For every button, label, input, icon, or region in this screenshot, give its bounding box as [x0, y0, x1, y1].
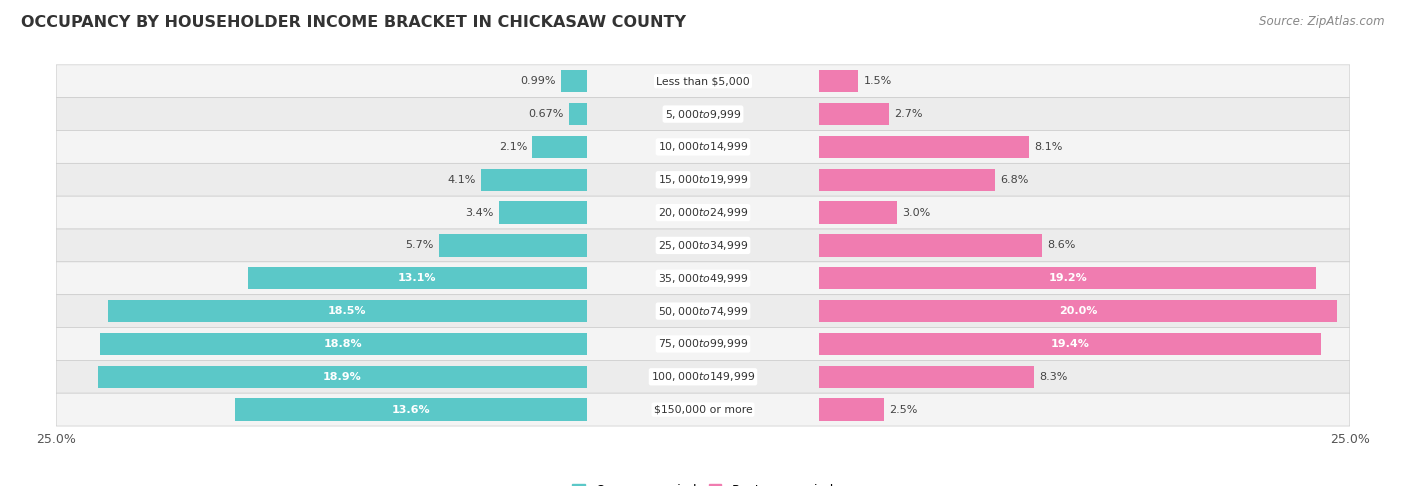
Text: 3.4%: 3.4% — [465, 208, 494, 218]
Legend: Owner-occupied, Renter-occupied: Owner-occupied, Renter-occupied — [568, 479, 838, 486]
Bar — [439, 234, 586, 257]
Bar — [481, 169, 586, 191]
FancyBboxPatch shape — [56, 98, 1350, 131]
FancyBboxPatch shape — [56, 65, 1350, 98]
Bar — [820, 267, 1316, 290]
Text: $25,000 to $34,999: $25,000 to $34,999 — [658, 239, 748, 252]
Bar — [820, 365, 1035, 388]
Text: 8.1%: 8.1% — [1035, 142, 1063, 152]
Bar — [820, 169, 995, 191]
FancyBboxPatch shape — [56, 295, 1350, 328]
Text: 2.7%: 2.7% — [894, 109, 922, 119]
Bar — [820, 103, 889, 125]
Text: 20.0%: 20.0% — [1059, 306, 1097, 316]
FancyBboxPatch shape — [56, 360, 1350, 393]
Text: $10,000 to $14,999: $10,000 to $14,999 — [658, 140, 748, 154]
Text: 19.4%: 19.4% — [1050, 339, 1090, 349]
Text: $5,000 to $9,999: $5,000 to $9,999 — [665, 107, 741, 121]
Bar — [561, 70, 586, 92]
Bar — [820, 300, 1337, 322]
Text: 13.1%: 13.1% — [398, 273, 436, 283]
Text: 18.9%: 18.9% — [323, 372, 361, 382]
FancyBboxPatch shape — [56, 328, 1350, 360]
Bar — [499, 201, 586, 224]
Text: 3.0%: 3.0% — [903, 208, 931, 218]
Bar — [108, 300, 586, 322]
Text: Source: ZipAtlas.com: Source: ZipAtlas.com — [1260, 15, 1385, 28]
FancyBboxPatch shape — [56, 393, 1350, 426]
Bar — [247, 267, 586, 290]
Bar — [569, 103, 586, 125]
Text: 0.67%: 0.67% — [529, 109, 564, 119]
Text: 2.5%: 2.5% — [889, 405, 918, 415]
Text: $20,000 to $24,999: $20,000 to $24,999 — [658, 206, 748, 219]
Text: 4.1%: 4.1% — [447, 175, 475, 185]
Bar — [235, 399, 586, 421]
Text: 1.5%: 1.5% — [863, 76, 891, 86]
Text: 0.99%: 0.99% — [520, 76, 555, 86]
Bar — [820, 70, 858, 92]
Bar — [97, 365, 586, 388]
Bar — [820, 201, 897, 224]
Text: $75,000 to $99,999: $75,000 to $99,999 — [658, 337, 748, 350]
Text: $100,000 to $149,999: $100,000 to $149,999 — [651, 370, 755, 383]
Bar — [820, 399, 884, 421]
FancyBboxPatch shape — [56, 229, 1350, 262]
Text: Less than $5,000: Less than $5,000 — [657, 76, 749, 86]
FancyBboxPatch shape — [56, 196, 1350, 229]
Bar — [820, 136, 1029, 158]
Text: $15,000 to $19,999: $15,000 to $19,999 — [658, 173, 748, 186]
FancyBboxPatch shape — [56, 163, 1350, 196]
Text: 8.3%: 8.3% — [1039, 372, 1067, 382]
Text: 18.8%: 18.8% — [325, 339, 363, 349]
Text: 13.6%: 13.6% — [391, 405, 430, 415]
Bar — [820, 333, 1322, 355]
Text: $150,000 or more: $150,000 or more — [654, 405, 752, 415]
Text: $35,000 to $49,999: $35,000 to $49,999 — [658, 272, 748, 285]
FancyBboxPatch shape — [56, 262, 1350, 295]
Bar — [533, 136, 586, 158]
Bar — [820, 234, 1042, 257]
FancyBboxPatch shape — [56, 131, 1350, 163]
Bar — [100, 333, 586, 355]
Text: 6.8%: 6.8% — [1001, 175, 1029, 185]
Text: 2.1%: 2.1% — [499, 142, 527, 152]
Text: OCCUPANCY BY HOUSEHOLDER INCOME BRACKET IN CHICKASAW COUNTY: OCCUPANCY BY HOUSEHOLDER INCOME BRACKET … — [21, 15, 686, 30]
Text: 8.6%: 8.6% — [1047, 241, 1076, 250]
Text: 18.5%: 18.5% — [328, 306, 367, 316]
Text: 19.2%: 19.2% — [1049, 273, 1087, 283]
Text: 5.7%: 5.7% — [405, 241, 434, 250]
Text: $50,000 to $74,999: $50,000 to $74,999 — [658, 305, 748, 318]
